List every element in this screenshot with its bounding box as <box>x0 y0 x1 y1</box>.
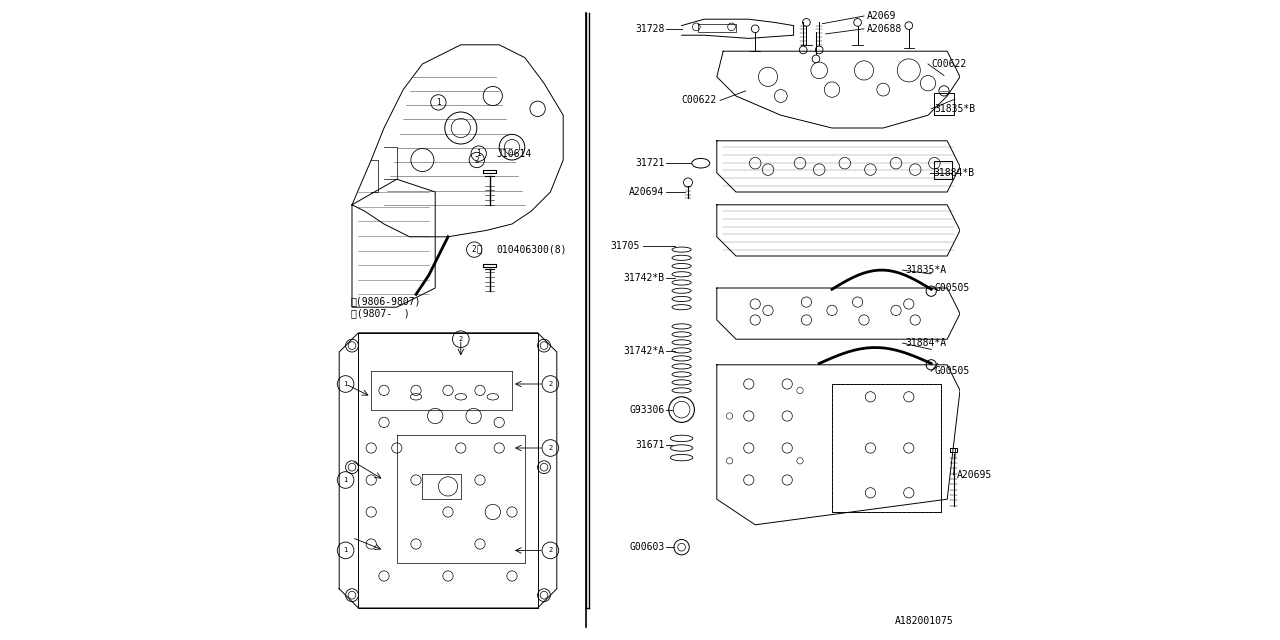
Text: 2: 2 <box>458 336 463 342</box>
Text: 1: 1 <box>343 547 348 554</box>
Text: 2: 2 <box>548 381 553 387</box>
Text: 31742*A: 31742*A <box>623 346 664 356</box>
Text: 31884*A: 31884*A <box>906 338 947 348</box>
Text: 31705: 31705 <box>611 241 640 252</box>
Text: 31721: 31721 <box>635 158 664 168</box>
Text: C00622: C00622 <box>681 95 717 106</box>
Text: 31728: 31728 <box>635 24 664 34</box>
Text: ③(9806-9807): ③(9806-9807) <box>351 296 421 306</box>
Text: 1: 1 <box>476 149 481 158</box>
Text: 2: 2 <box>472 245 476 254</box>
Text: 31884*B: 31884*B <box>933 168 974 178</box>
Text: A20695: A20695 <box>957 470 992 480</box>
Text: G00603: G00603 <box>628 542 664 552</box>
Text: G93306: G93306 <box>628 404 664 415</box>
Text: G00505: G00505 <box>934 283 970 293</box>
Text: A2069: A2069 <box>868 11 896 21</box>
Text: 31742*B: 31742*B <box>623 273 664 284</box>
Text: 31835*B: 31835*B <box>934 104 975 114</box>
Text: 2: 2 <box>475 156 479 164</box>
Text: G00505: G00505 <box>934 366 970 376</box>
Text: 31671: 31671 <box>635 440 664 450</box>
Text: 1: 1 <box>343 381 348 387</box>
Text: Ⓑ: Ⓑ <box>476 245 481 254</box>
Text: A20688: A20688 <box>868 24 902 34</box>
Text: A20694: A20694 <box>628 187 664 197</box>
Text: 010406300(8): 010406300(8) <box>497 244 567 255</box>
Text: 2: 2 <box>548 445 553 451</box>
Text: 2: 2 <box>548 547 553 554</box>
Bar <box>832 384 941 512</box>
Text: 31835*A: 31835*A <box>906 265 947 275</box>
Text: C00622: C00622 <box>932 59 966 69</box>
Text: ②(9807-  ): ②(9807- ) <box>351 308 410 319</box>
Text: J10614: J10614 <box>497 148 531 159</box>
Text: A182001075: A182001075 <box>895 616 954 626</box>
Text: 1: 1 <box>436 98 440 107</box>
Text: 1: 1 <box>343 477 348 483</box>
